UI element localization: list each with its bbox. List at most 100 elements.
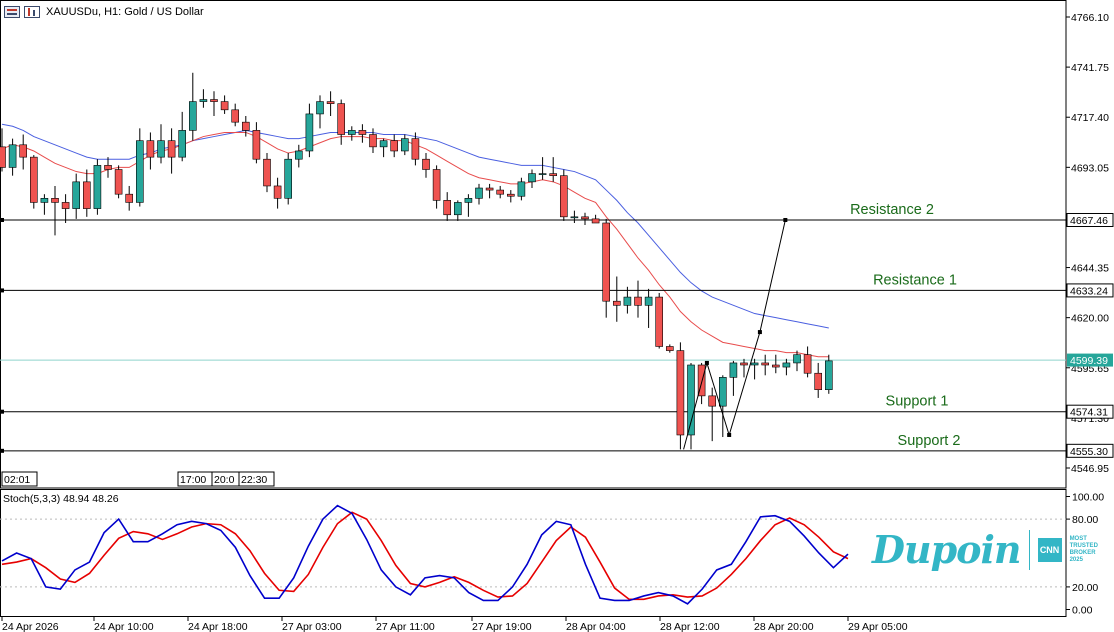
- candle-body: [687, 364, 695, 436]
- candle-body: [750, 362, 759, 366]
- candle-body: [0, 146, 6, 168]
- candle-body: [294, 150, 303, 160]
- candle: [665, 344, 674, 353]
- price-tick-label: 4741.75: [1071, 62, 1109, 74]
- candle-body: [347, 130, 356, 135]
- candle-body: [803, 354, 812, 374]
- current-price-label: 4599.39: [1070, 355, 1108, 367]
- projection-path: [683, 219, 786, 450]
- trusted-broker-badge: MOST TRUSTED BROKER 2025: [1070, 536, 1098, 564]
- time-marker-label: 02:01: [4, 474, 30, 486]
- candle: [19, 134, 28, 170]
- level-label: Resistance 1: [873, 272, 957, 288]
- candle: [136, 128, 144, 207]
- candle: [411, 132, 420, 166]
- projection-node: [727, 432, 732, 437]
- candle: [284, 153, 293, 205]
- time-marker: 22:30: [238, 471, 275, 487]
- candle: [167, 128, 176, 174]
- price-tick-label: 4644.35: [1071, 263, 1109, 275]
- chart-menu-icon[interactable]: [4, 6, 20, 18]
- time-marker: 02:01: [1, 471, 38, 487]
- level-anchor: [0, 288, 4, 293]
- price-frame: [0, 0, 1067, 489]
- time-tick-label: 27 Apr 11:00: [376, 621, 435, 632]
- level-tag-box: [1066, 212, 1114, 227]
- candle: [729, 360, 738, 396]
- candle: [273, 177, 282, 209]
- candle-body: [570, 216, 579, 219]
- candle-body: [125, 193, 133, 203]
- candle: [740, 358, 748, 378]
- candle: [708, 387, 717, 442]
- candle-body: [104, 165, 112, 170]
- candle-body: [422, 158, 430, 170]
- candle: [602, 218, 611, 318]
- symbol-title: XAUUSDu, H1: Gold / US Dollar: [46, 6, 204, 18]
- candle: [358, 124, 367, 143]
- candle-body: [559, 175, 568, 218]
- time-tick-label: 28 Apr 12:00: [660, 621, 720, 632]
- projection-node: [704, 360, 709, 365]
- candle-body: [676, 350, 685, 436]
- candle: [326, 91, 335, 116]
- cnn-logo: CNN: [1037, 538, 1062, 562]
- time-tick-label: 24 Apr 10:00: [94, 621, 154, 632]
- badge-line: MOST: [1069, 536, 1087, 542]
- candle-body: [231, 109, 239, 123]
- candle: [782, 358, 791, 376]
- candle: [0, 128, 6, 172]
- stoch-label: Stoch(5,3,3) 48.94 48.26: [3, 493, 119, 505]
- level-tag-box: [1066, 443, 1114, 458]
- candle: [104, 157, 112, 178]
- candle: [570, 210, 579, 224]
- broker-logo: Dupoin CNN MOST TRUSTED BROKER 2025: [872, 528, 1098, 572]
- level-tag-label: 4633.24: [1070, 285, 1108, 297]
- candle: [824, 354, 833, 394]
- candle-body: [634, 296, 642, 306]
- candle-body: [189, 101, 197, 131]
- candle: [687, 362, 695, 450]
- ma-fast-line: [1, 131, 829, 358]
- time-tick-label: 29 Apr 05:00: [848, 621, 908, 632]
- time-tick-label: 27 Apr 19:00: [472, 621, 532, 632]
- candle: [379, 138, 388, 158]
- candle: [803, 346, 812, 378]
- candle-body: [19, 144, 28, 158]
- candle: [146, 132, 155, 170]
- level-anchor: [0, 448, 4, 453]
- candle: [199, 89, 208, 108]
- candle-body: [40, 198, 49, 203]
- candle-body: [432, 169, 441, 201]
- candle: [750, 358, 759, 380]
- candle-body: [612, 300, 621, 306]
- candle: [305, 103, 314, 158]
- candle-body: [464, 198, 473, 203]
- candle-body: [252, 130, 261, 160]
- candle: [252, 122, 261, 164]
- badge-line: TRUSTED: [1069, 543, 1098, 549]
- candle-body: [273, 185, 282, 199]
- time-marker-box: [1, 471, 38, 487]
- candle-body: [220, 101, 229, 111]
- candle: [125, 185, 133, 211]
- candle-body: [814, 372, 823, 390]
- brand-divider: [1028, 530, 1030, 570]
- candle-body: [210, 99, 218, 102]
- time-marker-label: 22:30: [241, 474, 267, 486]
- candle: [8, 138, 17, 176]
- time-axis: 24 Apr 2026 24 Apr 10:00 24 Apr 18:00 27 Ap…: [1, 617, 908, 632]
- candle: [157, 124, 165, 164]
- candle: [40, 194, 49, 215]
- candle-body: [591, 218, 600, 224]
- candles-icon[interactable]: [24, 6, 40, 18]
- candle-body: [199, 99, 208, 102]
- candle-body: [718, 377, 727, 407]
- projection-node: [757, 330, 762, 335]
- candle: [210, 91, 218, 116]
- candle: [390, 134, 399, 158]
- candle: [347, 126, 356, 141]
- projection-node: [783, 217, 788, 222]
- candle-body: [761, 362, 770, 366]
- candle: [51, 185, 59, 236]
